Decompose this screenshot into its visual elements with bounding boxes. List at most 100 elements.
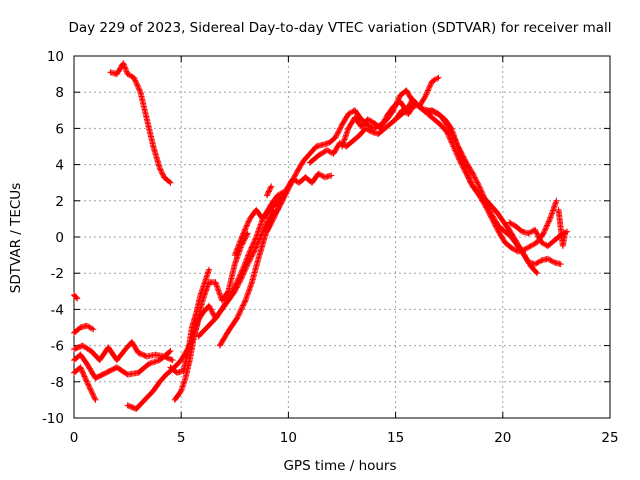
data-point (497, 230, 500, 233)
series-track-4 (71, 348, 174, 382)
data-point (411, 98, 414, 101)
series-track-7 (124, 230, 251, 412)
data-point (555, 200, 558, 202)
data-point (424, 95, 427, 97)
data-point (366, 123, 369, 126)
data-point (478, 194, 481, 197)
data-point (86, 362, 88, 365)
data-point (105, 371, 107, 374)
data-point (341, 145, 343, 148)
data-point (143, 399, 146, 401)
data-point (73, 332, 75, 334)
data-point (426, 113, 429, 115)
data-point (158, 359, 161, 361)
data-point (92, 328, 95, 331)
data-point (135, 408, 137, 410)
data-point (180, 359, 182, 361)
data-point (165, 373, 167, 376)
data-point (334, 136, 337, 139)
data-point (351, 140, 354, 142)
data-point (139, 91, 142, 93)
series-track-15 (274, 74, 442, 213)
data-point (452, 145, 455, 148)
data-point (471, 172, 474, 175)
data-point (484, 205, 487, 208)
data-point (459, 149, 461, 151)
data-point (255, 236, 258, 238)
data-point (94, 399, 97, 401)
data-point (234, 263, 236, 265)
data-point (347, 127, 350, 130)
data-point (218, 344, 221, 347)
data-point (116, 73, 118, 75)
data-point (234, 254, 236, 256)
data-point (459, 160, 461, 162)
data-point (311, 181, 313, 184)
data-point (109, 71, 112, 74)
data-point (433, 118, 435, 121)
data-point (169, 181, 172, 184)
data-point (465, 172, 468, 175)
data-point (529, 245, 532, 247)
axis-ticks (73, 55, 611, 419)
data-point (261, 218, 264, 220)
chart-title: Day 229 of 2023, Sidereal Day-to-day VTE… (68, 20, 611, 36)
series-markers (274, 74, 442, 213)
data-point (148, 362, 150, 365)
y-tick-labels: -10 -8 -6 -4 -2 0 2 4 6 8 10 (42, 49, 64, 427)
data-point (116, 366, 118, 369)
data-point (360, 118, 363, 121)
data-point (549, 218, 551, 220)
data-point (540, 259, 543, 262)
y-tick-label: 4 (55, 158, 64, 174)
data-point (394, 118, 397, 121)
data-point (471, 185, 474, 188)
series-track-13 (263, 183, 275, 199)
data-point (86, 324, 88, 327)
data-point (401, 109, 403, 112)
data-point (536, 241, 538, 244)
data-point (90, 350, 92, 352)
data-point (377, 133, 380, 135)
series-markers (263, 183, 275, 199)
data-point (514, 225, 517, 227)
data-point (79, 353, 82, 356)
data-point (272, 209, 275, 211)
data-point (169, 350, 172, 352)
data-point (517, 245, 519, 247)
data-point (158, 381, 161, 383)
data-point (392, 105, 395, 108)
data-point (193, 335, 195, 338)
data-point (420, 107, 423, 110)
data-point (433, 111, 435, 113)
data-point (491, 218, 493, 220)
data-point (274, 203, 277, 206)
data-point (184, 377, 187, 379)
data-point (137, 352, 140, 354)
y-tick-label: -8 (51, 375, 64, 391)
data-point (358, 134, 360, 137)
data-point (180, 390, 182, 392)
data-point (223, 304, 225, 307)
data-point (437, 76, 440, 79)
series-track-17 (339, 96, 564, 268)
data-point (276, 209, 279, 211)
x-tick-label: 5 (177, 430, 186, 446)
data-point (197, 335, 200, 338)
data-point (81, 344, 84, 347)
x-tick-label: 10 (280, 430, 297, 446)
data-point (272, 218, 275, 220)
x-tick-labels: 0 5 10 15 20 25 (70, 430, 619, 446)
series-markers (124, 230, 251, 412)
data-point (315, 145, 318, 148)
data-point (264, 236, 266, 238)
y-tick-label: -6 (51, 339, 64, 355)
data-point (508, 221, 511, 224)
y-tick-label: 0 (55, 230, 64, 246)
y-tick-label: -2 (51, 266, 64, 282)
data-point (324, 176, 326, 179)
data-point (557, 209, 560, 211)
data-point (236, 281, 238, 284)
data-point (547, 245, 549, 247)
data-point (431, 80, 433, 83)
